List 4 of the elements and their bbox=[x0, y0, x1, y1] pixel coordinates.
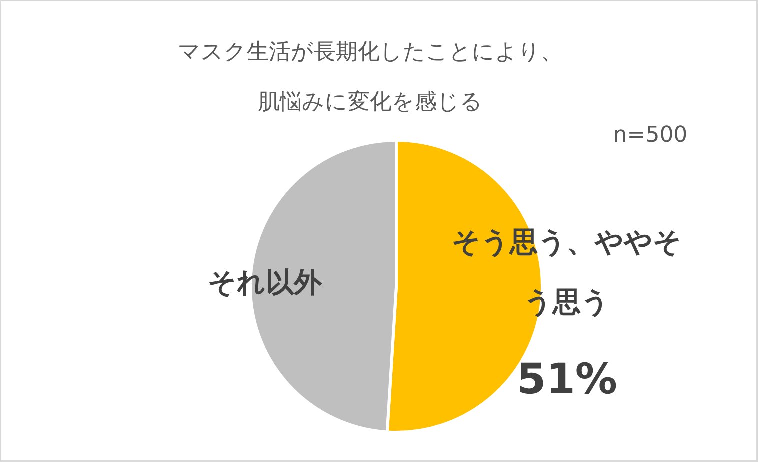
text: n=500 bbox=[613, 123, 688, 148]
slice-label: それ以外 bbox=[208, 266, 324, 299]
data-label: 51% bbox=[516, 354, 618, 404]
chart-title: マスク生活が長期化したことにより、肌悩みに変化を感じる bbox=[178, 40, 563, 115]
